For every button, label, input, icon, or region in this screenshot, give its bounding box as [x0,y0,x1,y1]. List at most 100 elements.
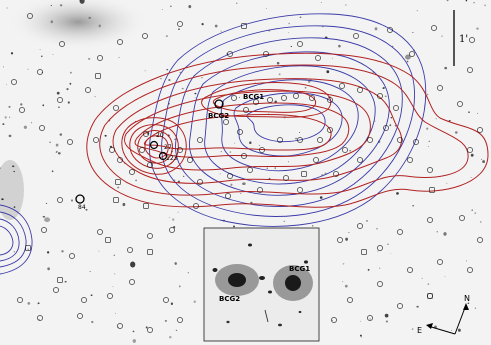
field-source [312,225,314,227]
member-circle [427,293,433,299]
field-source [4,116,7,119]
field-source [290,45,292,48]
field-source [342,281,344,283]
field-source [342,263,345,265]
label-bcg2: BCG2 [208,112,229,120]
square-marker [115,179,121,185]
member-circle [467,267,473,273]
field-source [13,206,16,208]
field-source [234,142,236,144]
field-source [265,7,267,10]
field-source [441,35,443,37]
field-source [183,175,185,177]
field-source [471,209,473,211]
field-source [446,0,449,2]
field-source [170,302,174,305]
field-source [20,103,23,106]
field-source [242,182,246,186]
field-source [250,201,253,205]
member-circle [223,119,229,125]
field-source [10,52,14,55]
member-circle [57,97,63,103]
field-source [390,253,392,255]
member-circle [41,227,47,233]
field-source [164,319,168,322]
label-20: 20 [156,132,164,139]
field-source [412,31,414,33]
field-source [319,196,323,199]
field-source [57,152,61,155]
field-source [288,31,290,34]
square-marker [301,171,307,177]
field-source [94,96,96,98]
field-source [392,45,394,47]
member-circle [107,293,113,299]
field-source [476,112,478,114]
member-circle [357,87,363,93]
member-circle [407,267,413,273]
field-source [467,302,470,304]
field-source [52,54,54,55]
field-source [42,215,46,218]
member-circle [93,137,99,143]
member-circle [117,157,123,163]
member-circle [225,193,231,199]
member-circle [353,33,359,39]
field-source [145,326,148,329]
field-source [390,117,393,119]
member-circle [377,245,383,251]
member-circle [327,97,333,103]
member-circle [247,167,253,173]
member-circle [413,139,419,145]
field-source [426,93,429,96]
square-marker [95,73,101,79]
field-source [406,60,409,63]
field-source [69,82,72,85]
field-source [389,124,392,127]
member-circle [357,157,363,163]
field-source [58,106,60,109]
label-84: 84 [78,204,86,211]
field-source [345,237,348,241]
member-circle [147,233,153,239]
field-source [165,35,168,37]
field-source [193,300,196,304]
member-circle [342,147,348,153]
member-circle [293,93,299,99]
member-circle [177,317,183,323]
field-source [40,55,43,58]
field-source [112,286,114,287]
field-source [304,87,307,89]
square-marker [143,203,149,209]
field-source [446,182,448,184]
field-source [168,79,171,81]
field-source [359,320,361,322]
member-circle [59,41,65,47]
member-circle [409,51,415,57]
field-source [175,329,178,332]
member-circle [347,297,353,303]
field-source [229,151,232,153]
square-marker [361,249,367,255]
member-circle [283,175,289,181]
field-source [3,66,4,68]
member-circle [81,297,87,303]
field-source [379,267,381,269]
member-circle [477,237,483,243]
field-source [117,186,120,189]
member-circle [127,247,133,253]
member-circle [163,297,169,303]
field-source [385,320,388,323]
field-source [426,127,429,130]
field-source [45,202,48,204]
member-circle [397,229,403,235]
member-circle [97,55,103,61]
field-source [177,180,181,183]
field-source [168,217,170,218]
member-circle [313,157,319,163]
member-circle [357,223,363,229]
field-source [287,161,290,163]
member-circle [257,187,263,193]
member-circle [377,93,383,99]
